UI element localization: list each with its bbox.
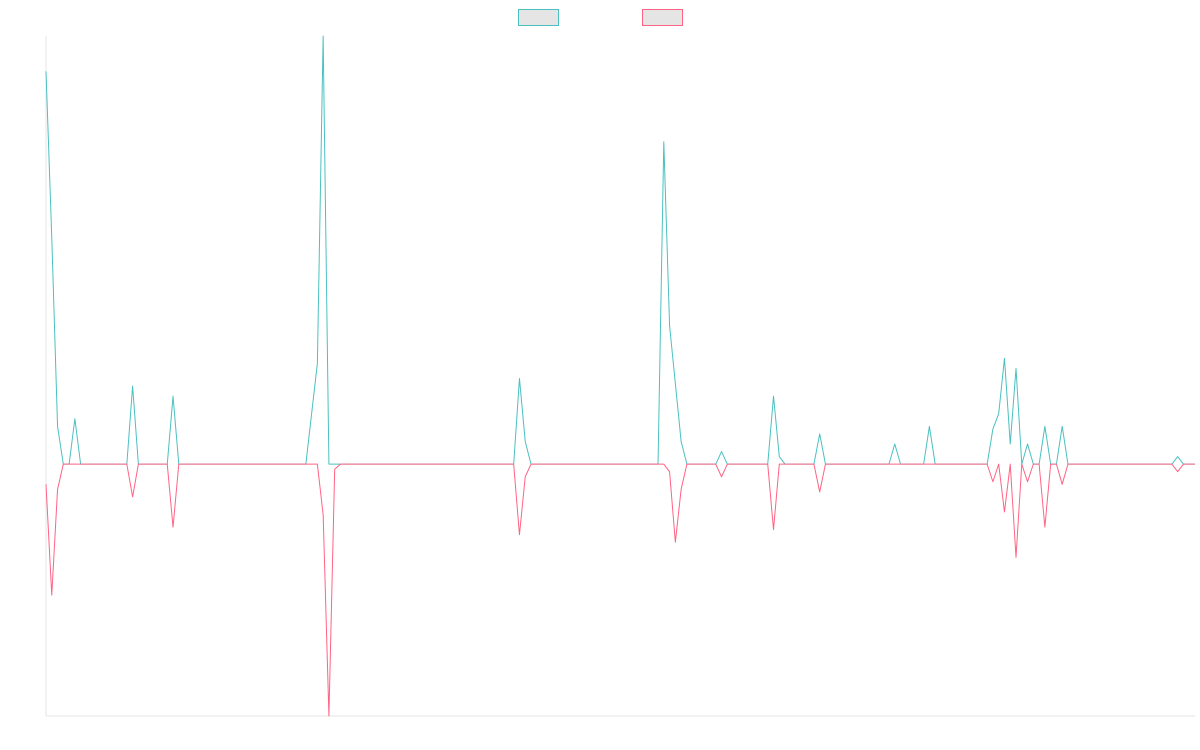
series-line-2 xyxy=(45,463,1195,717)
legend-swatch-1[interactable] xyxy=(518,9,559,26)
legend xyxy=(518,9,683,26)
legend-swatch-2[interactable] xyxy=(642,9,683,26)
axes xyxy=(45,36,1195,717)
series-line-1 xyxy=(45,35,1195,465)
series-layer xyxy=(45,35,1195,717)
